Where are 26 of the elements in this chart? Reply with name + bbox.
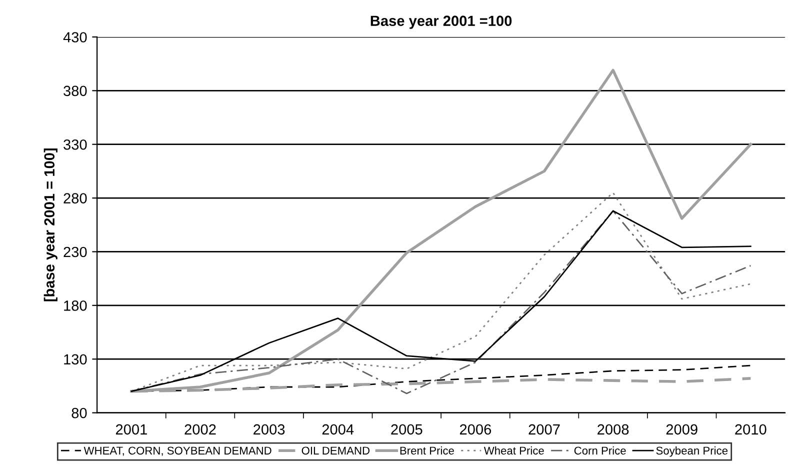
y-tick-label: 280 (64, 193, 87, 204)
legend-label: Wheat Price (484, 446, 544, 455)
y-tick-label: 230 (64, 246, 87, 258)
legend-label: WHEAT, CORN, SOYBEAN DEMAND (84, 446, 272, 456)
x-tick-label: 2003 (254, 424, 285, 435)
y-tick-label: 130 (64, 354, 87, 365)
legend-label: Soybean Price (656, 446, 728, 457)
x-tick-label: 2009 (666, 424, 698, 435)
legend-label: OIL DEMAND (302, 446, 370, 455)
y-tick-label: 180 (64, 300, 87, 311)
x-tick-label: 2002 (184, 424, 216, 435)
x-tick-label: 2001 (116, 424, 147, 435)
y-tick-label: 330 (64, 139, 87, 150)
x-tick-label: 2006 (460, 424, 492, 435)
y-tick-label: 380 (64, 86, 87, 96)
x-tick-label: 2010 (735, 424, 766, 435)
y-tick-label: 430 (63, 32, 87, 42)
legend-label: Corn Price (574, 446, 626, 455)
x-tick-label: 2005 (391, 424, 422, 435)
y-tick-label: 80 (72, 408, 87, 418)
x-tick-label: 2007 (528, 424, 560, 435)
x-tick-label: 2004 (322, 424, 354, 435)
x-tick-label: 2008 (598, 424, 629, 435)
legend-label: Brent Price (400, 446, 454, 455)
y-axis-title: [base year 2001 = 100] (44, 148, 58, 302)
chart-title: Base year 2001 =100 (370, 16, 512, 29)
